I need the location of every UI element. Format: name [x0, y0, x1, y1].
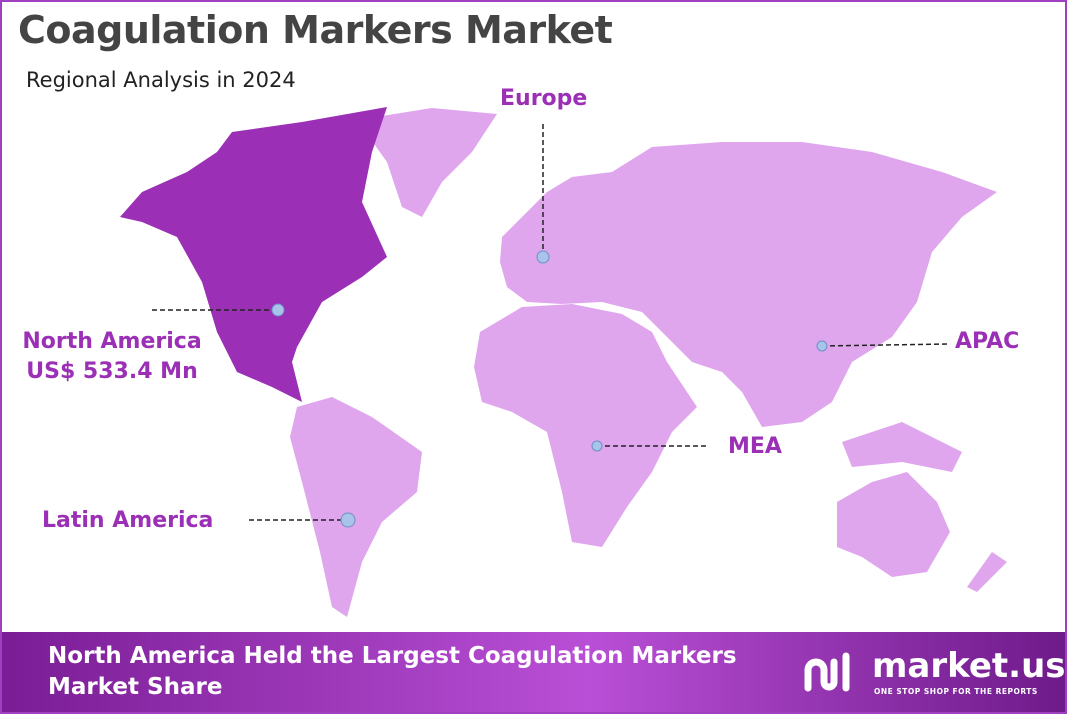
tagline: ONE STOP SHOP FOR THE REPORTS: [874, 687, 1038, 696]
footer-text: North America Held the Largest Coagulati…: [48, 643, 737, 700]
marker: [816, 340, 828, 352]
region-value: US$ 533.4 Mn: [26, 359, 198, 384]
marker: [591, 440, 603, 452]
region-label: Europe: [500, 86, 588, 111]
subtitle: Regional Analysis in 2024: [26, 68, 296, 92]
africa: [474, 304, 697, 547]
footer: North America Held the Largest Coagulati…: [2, 632, 1066, 712]
marker: [536, 250, 550, 264]
leader-line: [821, 343, 948, 347]
markers: [271, 250, 828, 528]
north-america: [120, 107, 387, 402]
south-america: [290, 397, 422, 617]
new-zealand: [967, 552, 1007, 592]
marker: [340, 512, 356, 528]
marker: [271, 303, 285, 317]
region-label: MEA: [728, 434, 782, 459]
region-label: Latin America: [42, 508, 214, 533]
eurasia: [500, 142, 997, 427]
logo-mark: [804, 652, 850, 692]
title: Coagulation Markers Market: [18, 8, 613, 52]
region-label: North America: [22, 329, 202, 354]
australia: [837, 472, 950, 577]
brand-logo: [804, 652, 850, 692]
southeast-asia: [842, 422, 962, 472]
region-label: APAC: [955, 329, 1020, 354]
brand: market.us: [872, 646, 1066, 686]
leader-lines: [152, 124, 948, 521]
greenland: [357, 108, 497, 217]
